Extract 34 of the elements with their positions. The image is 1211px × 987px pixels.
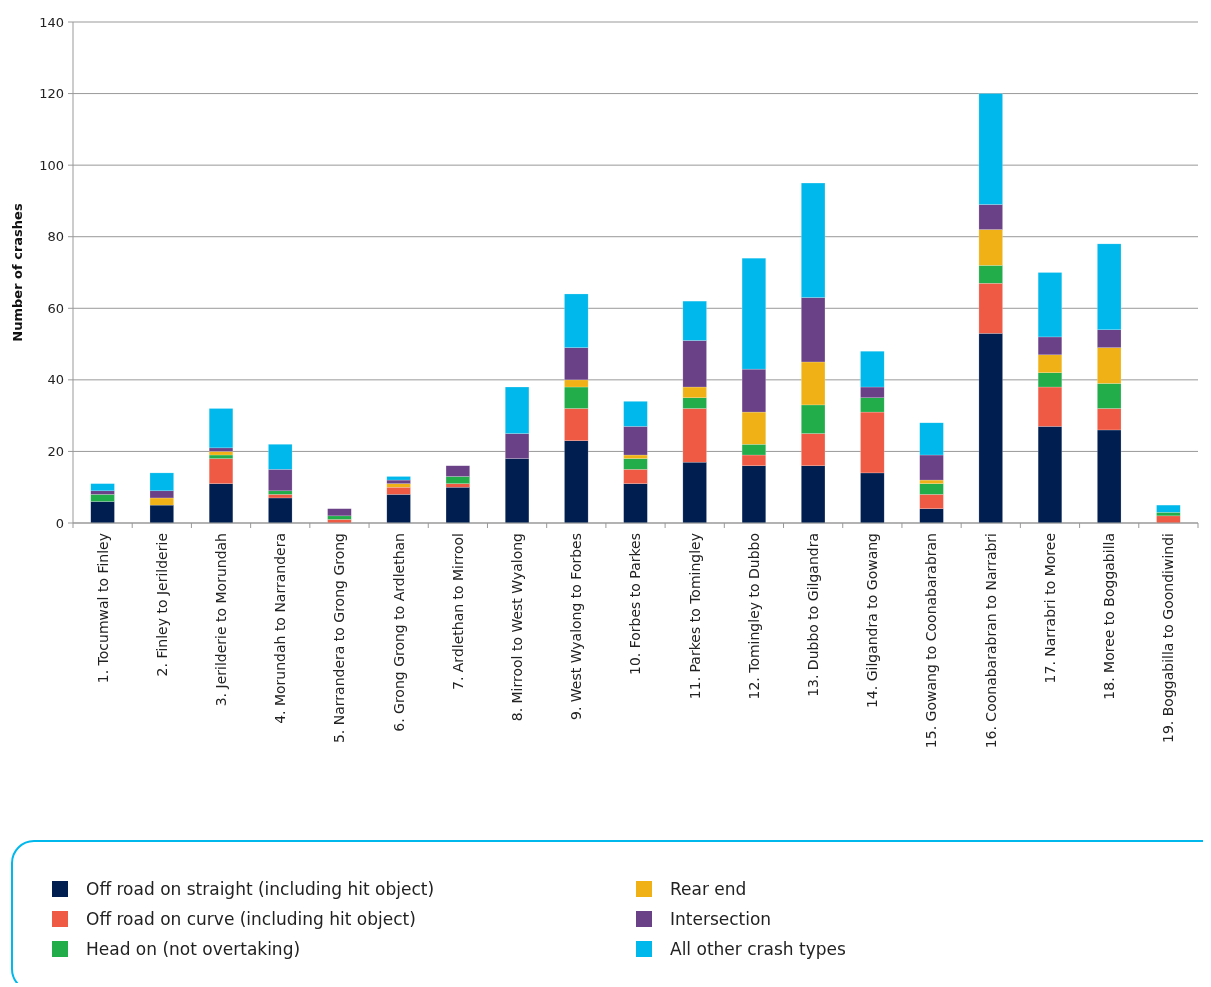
x-tick-label: 12. Tomingley to Dubbo bbox=[745, 533, 762, 700]
x-tick-label: 10. Forbes to Parkes bbox=[627, 533, 644, 676]
legend-label: Head on (not overtaking) bbox=[86, 938, 301, 959]
y-tick-label: 20 bbox=[47, 443, 64, 459]
x-tick-label: 2. Finley to Jerilderie bbox=[153, 533, 170, 677]
x-tick-label: 18. Moree to Boggabilla bbox=[1101, 533, 1118, 700]
y-tick-label: 60 bbox=[47, 300, 64, 316]
x-tick-label: 14. Gilgandra to Gowang bbox=[864, 533, 881, 709]
x-tick-label: 9. West Wyalong to Forbes bbox=[568, 533, 585, 720]
y-axis-title: Number of crashes bbox=[10, 203, 25, 342]
x-tick-label: 3. Jerilderie to Morundah bbox=[212, 533, 229, 707]
x-tick-label: 11. Parkes to Tomingley bbox=[686, 533, 703, 700]
y-tick-label: 40 bbox=[47, 372, 64, 388]
y-tick-label: 100 bbox=[39, 157, 64, 173]
x-tick-label: 15. Gowang to Coonabarabran bbox=[923, 533, 940, 749]
x-tick-label: 13. Dubbo to Gilgandra bbox=[805, 533, 822, 697]
legend-label: Off road on straight (including hit object) bbox=[86, 878, 435, 899]
y-tick-label: 80 bbox=[47, 229, 64, 245]
legend-label: Intersection bbox=[670, 908, 772, 929]
x-tick-label: 1. Tocumwal to Finley bbox=[94, 533, 111, 684]
x-tick-label: 7. Ardlethan to Mirrool bbox=[449, 533, 466, 691]
x-tick-label: 4. Morundah to Narrandera bbox=[272, 533, 289, 724]
legend-label: Off road on curve (including hit object) bbox=[86, 908, 416, 929]
legend-label: Rear end bbox=[670, 878, 747, 899]
y-tick-label: 140 bbox=[39, 14, 64, 30]
x-tick-label: 8. Mirrool to West Wyalong bbox=[508, 533, 525, 722]
x-tick-label: 6. Grong Grong to Ardlethan bbox=[390, 533, 407, 732]
x-tick-label: 19. Boggabilla to Goondiwindi bbox=[1160, 533, 1177, 743]
x-tick-label: 5. Narrandera to Grong Grong bbox=[331, 533, 348, 744]
x-tick-label: 16. Coonabarabran to Narrabri bbox=[982, 533, 999, 749]
legend-label: All other crash types bbox=[670, 938, 846, 959]
y-tick-label: 0 bbox=[55, 515, 64, 531]
y-tick-label: 120 bbox=[39, 86, 64, 102]
x-tick-label: 17. Narrabri to Moree bbox=[1041, 533, 1058, 684]
